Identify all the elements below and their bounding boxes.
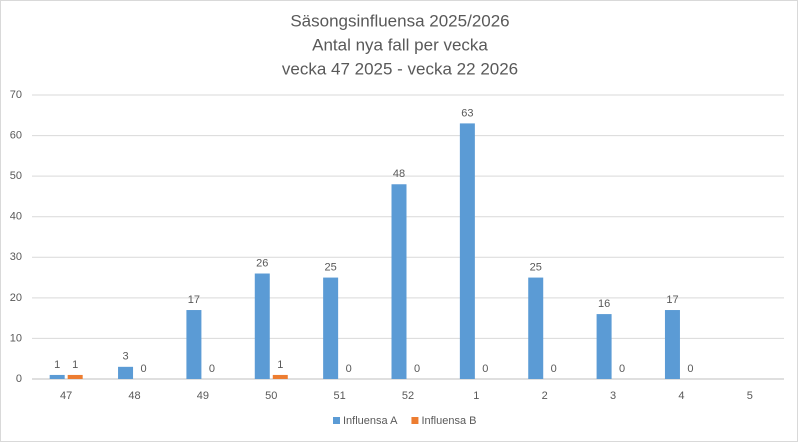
data-label: 1 <box>54 359 60 371</box>
data-label: 17 <box>666 294 678 306</box>
x-tick-label: 50 <box>265 390 277 402</box>
bar <box>118 366 134 379</box>
data-label: 48 <box>393 168 405 180</box>
data-label: 0 <box>551 363 557 375</box>
y-tick-label: 30 <box>10 251 22 263</box>
x-tick-label: 4 <box>678 390 684 402</box>
x-tick-label: 5 <box>747 390 753 402</box>
y-tick-label: 60 <box>10 129 22 141</box>
data-label: 25 <box>325 261 337 273</box>
data-label: 16 <box>598 298 610 310</box>
x-tick-label: 49 <box>197 390 209 402</box>
bar <box>459 123 475 380</box>
data-label: 0 <box>482 363 488 375</box>
y-tick-label: 50 <box>10 170 22 182</box>
data-label: 25 <box>530 261 542 273</box>
chart-title: Antal nya fall per vecka <box>312 35 488 54</box>
bar <box>186 310 202 379</box>
x-tick-label: 1 <box>473 390 479 402</box>
data-label: 0 <box>140 363 146 375</box>
y-tick-label: 0 <box>16 373 22 385</box>
legend-swatch <box>411 417 419 424</box>
data-label: 26 <box>256 257 268 269</box>
x-tick-label: 52 <box>402 390 414 402</box>
x-tick-label: 51 <box>334 390 346 402</box>
bar <box>391 184 407 379</box>
data-label: 17 <box>188 294 200 306</box>
x-tick-label: 3 <box>610 390 616 402</box>
data-label: 0 <box>414 363 420 375</box>
legend-label: Influensa A <box>343 415 398 427</box>
data-label: 1 <box>277 359 283 371</box>
bar <box>596 314 612 379</box>
data-label: 0 <box>209 363 215 375</box>
y-tick-label: 40 <box>10 211 22 223</box>
bar <box>67 374 83 379</box>
y-tick-label: 20 <box>10 292 22 304</box>
data-label: 1 <box>72 359 78 371</box>
y-tick-label: 10 <box>10 332 22 344</box>
y-tick-label: 70 <box>10 89 22 101</box>
data-label: 0 <box>687 363 693 375</box>
chart-title: vecka 47 2025 - vecka 22 2026 <box>282 59 518 78</box>
bar <box>272 374 288 379</box>
bar <box>664 310 680 379</box>
bar <box>254 273 270 379</box>
legend-swatch <box>333 417 340 424</box>
data-label: 0 <box>346 363 352 375</box>
x-tick-label: 48 <box>128 390 140 402</box>
bar <box>323 277 339 379</box>
legend-label: Influensa B <box>421 415 476 427</box>
x-tick-label: 47 <box>60 390 72 402</box>
data-label: 63 <box>461 107 473 119</box>
bar <box>49 374 65 379</box>
data-label: 3 <box>122 351 128 363</box>
data-label: 0 <box>619 363 625 375</box>
bar <box>528 277 544 379</box>
x-tick-label: 2 <box>542 390 548 402</box>
chart-title: Säsongsinfluensa 2025/2026 <box>290 11 509 30</box>
